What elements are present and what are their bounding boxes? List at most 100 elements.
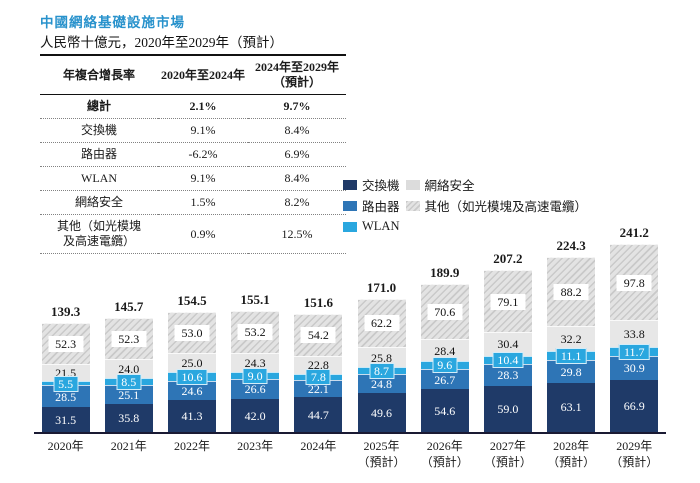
cagr-2024-2029-value: 8.4% — [248, 166, 346, 191]
segment-value-label: 8.5 — [116, 373, 142, 390]
cagr-table-row: 路由器 -6.2% 6.9% — [40, 142, 346, 167]
segment-value-label: 44.7 — [307, 407, 329, 422]
bar-segment: 24.3 — [231, 352, 280, 372]
chart-subtitle: 人民幣十億元，2020年至2029年（預計） — [40, 35, 283, 50]
legend-swatch-icon — [343, 221, 357, 232]
segment-value-label: 10.4 — [492, 352, 524, 369]
bar-column: 154.5 53.0 25.0 10.6 24.6 41.3 — [160, 293, 223, 432]
segment-value-label: 24.8 — [371, 377, 393, 392]
legend-item: 交換機 — [343, 174, 400, 195]
stacked-bar: 97.8 33.8 11.7 30.9 66.9 — [610, 243, 659, 432]
segment-value-label: 24.6 — [181, 383, 203, 398]
bar-column: 224.3 88.2 32.2 11.1 29.8 63.1 — [540, 238, 603, 432]
bar-segment: 59.0 — [483, 386, 532, 432]
legend-item: WLAN — [343, 216, 400, 237]
x-axis-tick-label: 2022年 — [173, 439, 210, 453]
row-label: 網絡安全 — [40, 190, 158, 215]
bar-segment: 11.1 — [547, 347, 596, 364]
cagr-header-2024-2029: 2024年至2029年 （預計） — [248, 54, 346, 95]
chart-title: 中國網絡基礎設施市場 — [40, 15, 185, 30]
bar-segment: 5.5 — [41, 375, 90, 392]
cagr-table-row: 其他（如光模塊 及高速電纜） 0.9% 12.5% — [40, 214, 346, 254]
x-axis-tick-label: 2020年 — [47, 439, 84, 453]
segment-value-label: 25.1 — [118, 387, 140, 402]
cagr-2024-2029-value: 8.2% — [248, 190, 346, 215]
stacked-bar: 53.2 24.3 9.0 26.6 42.0 — [231, 311, 280, 432]
bar-segment: 33.8 — [610, 320, 659, 347]
x-axis-tick-label: 2023年 — [237, 439, 274, 453]
bar-column: 151.6 54.2 22.8 7.8 22.1 44.7 — [287, 295, 350, 432]
x-axis-tick-label: 2027年 （預計） — [483, 439, 532, 469]
stacked-bar: 52.3 24.0 8.5 25.1 35.8 — [104, 318, 153, 432]
bar-segment: 8.7 — [357, 363, 406, 380]
stacked-bar: 53.0 25.0 10.6 24.6 41.3 — [167, 311, 216, 432]
cagr-table: 年複合增長率 2020年至2024年 2024年至2029年 （預計） 總計 2.… — [40, 54, 346, 254]
segment-value-label: 52.3 — [111, 331, 147, 348]
legend-label: WLAN — [362, 219, 400, 233]
segment-value-label: 97.8 — [616, 274, 652, 291]
segment-value-label: 30.9 — [623, 361, 645, 376]
segment-value-label: 8.7 — [369, 363, 395, 380]
cagr-table-row: 總計 2.1% 9.7% — [40, 94, 346, 119]
bar-segment: 7.8 — [294, 369, 343, 386]
bar-segment: 53.2 — [231, 311, 280, 353]
segment-value-label: 26.6 — [244, 382, 266, 397]
segment-value-label: 7.8 — [305, 369, 331, 386]
segment-value-label: 49.6 — [371, 405, 393, 420]
segment-value-label: 53.0 — [174, 324, 210, 341]
x-axis-tick-label: 2025年 （預計） — [357, 439, 406, 469]
cagr-2020-2024-value: 9.1% — [158, 118, 248, 143]
legend-swatch-icon — [343, 200, 357, 211]
bar-column: 139.3 52.3 21.5 5.5 28.5 31.5 — [34, 304, 97, 432]
segment-value-label: 11.1 — [555, 347, 587, 364]
stacked-bar: 88.2 32.2 11.1 29.8 63.1 — [547, 257, 596, 432]
plot-area: 139.3 52.3 21.5 5.5 28.5 31.5 145.7 52.3 24.0 8.5… — [34, 222, 666, 434]
segment-value-label: 28.5 — [55, 389, 77, 404]
bar-segment: 24.0 — [104, 359, 153, 378]
legend-swatch-icon — [343, 179, 357, 190]
row-label: 路由器 — [40, 142, 158, 167]
cagr-header-metric: 年複合增長率 — [40, 54, 158, 95]
segment-value-label: 25.8 — [371, 350, 393, 365]
bar-column: 145.7 52.3 24.0 8.5 25.1 35.8 — [97, 299, 160, 432]
cagr-2020-2024-value: 9.1% — [158, 166, 248, 191]
bar-segment: 30.4 — [483, 332, 532, 356]
x-axis-tick-label: 2026年 （預計） — [420, 439, 469, 469]
bar-segment: 26.6 — [231, 378, 280, 400]
bar-segment: 54.2 — [294, 313, 343, 357]
legend-swatch-icon — [405, 200, 420, 211]
bar-total-label: 171.0 — [366, 279, 397, 295]
cagr-2024-2029-value: 6.9% — [248, 142, 346, 167]
bar-column: 155.1 53.2 24.3 9.0 26.6 42.0 — [224, 292, 287, 432]
bar-total-label: 207.2 — [493, 251, 523, 267]
segment-value-label: 5.5 — [53, 375, 79, 392]
legend-item: 路由器 — [343, 195, 400, 216]
segment-value-label: 35.8 — [118, 411, 140, 426]
segment-value-label: 32.2 — [560, 331, 582, 346]
segment-value-label: 28.3 — [497, 368, 519, 383]
bar-segment: 63.1 — [547, 382, 596, 432]
bar-segment: 30.9 — [610, 355, 659, 380]
bar-segment: 9.6 — [420, 357, 469, 374]
cagr-table-header-row: 年複合增長率 2020年至2024年 2024年至2029年 （預計） — [40, 54, 346, 95]
cagr-2024-2029-value: 9.7% — [248, 94, 346, 119]
cagr-2020-2024-value: 1.5% — [158, 190, 248, 215]
segment-value-label: 9.0 — [242, 367, 268, 384]
segment-value-label: 66.9 — [623, 398, 645, 413]
cagr-table-row: WLAN 9.1% 8.4% — [40, 166, 346, 191]
x-axis-tick-label: 2028年 （預計） — [547, 439, 596, 469]
bar-segment: 9.0 — [231, 367, 280, 384]
bar-segment: 54.6 — [420, 389, 469, 432]
segment-value-label: 33.8 — [623, 326, 645, 341]
segment-value-label: 63.1 — [560, 400, 582, 415]
bar-segment: 79.1 — [483, 270, 532, 333]
bar-segment: 25.0 — [167, 352, 216, 373]
bar-segment: 66.9 — [610, 379, 659, 432]
segment-value-label: 29.8 — [560, 364, 582, 379]
segment-value-label: 70.6 — [427, 303, 463, 320]
bar-column: 241.2 97.8 33.8 11.7 30.9 66.9 — [603, 225, 666, 432]
segment-value-label: 24.0 — [118, 362, 140, 377]
bar-segment: 88.2 — [547, 257, 596, 326]
bar-segment: 31.5 — [41, 407, 90, 432]
